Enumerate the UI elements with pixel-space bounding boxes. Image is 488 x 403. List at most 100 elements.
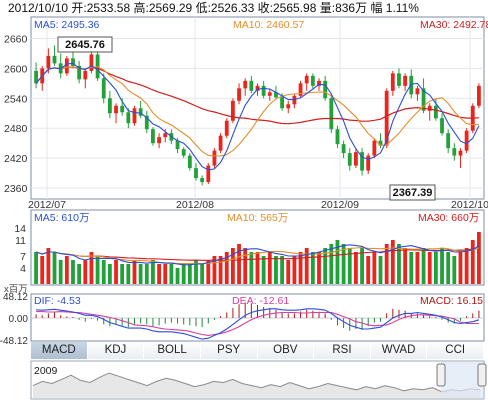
overview-range-selection[interactable] xyxy=(441,362,483,398)
volume-y-tick: 14 xyxy=(14,223,26,235)
overview-series xyxy=(32,372,481,398)
candle xyxy=(267,88,272,101)
tab-rsi[interactable]: RSI xyxy=(314,342,371,359)
volume-ma5-line xyxy=(35,244,480,266)
price-ma5-label: MA5: 2495.36 xyxy=(34,19,100,31)
price-x-tick: 2012/07 xyxy=(28,199,66,211)
candle-body xyxy=(477,85,481,106)
volume-bar xyxy=(58,260,63,284)
price-y-tick: 2360 xyxy=(4,183,28,195)
volume-bar xyxy=(446,252,451,284)
candle-body xyxy=(298,83,303,96)
candle-body xyxy=(403,75,408,86)
candle xyxy=(261,80,266,99)
volume-bar xyxy=(114,260,118,284)
overview-left-handle[interactable] xyxy=(436,363,446,387)
candle-body xyxy=(34,70,38,84)
price-y-tick: 2540 xyxy=(4,93,28,105)
volume-bar xyxy=(224,252,229,284)
tab-kdj[interactable]: KDJ xyxy=(87,342,145,359)
volume-bar xyxy=(230,248,235,284)
candle xyxy=(421,78,426,114)
candle-body xyxy=(329,98,334,130)
candle xyxy=(126,108,131,129)
candle xyxy=(390,70,395,96)
tab-psy[interactable]: PSY xyxy=(200,342,258,359)
candle-body xyxy=(120,105,125,113)
candle xyxy=(464,128,469,154)
candle xyxy=(298,80,303,99)
candle xyxy=(206,163,211,185)
tab-macd[interactable]: MACD xyxy=(31,342,88,359)
candle xyxy=(249,75,254,94)
volume-bar xyxy=(34,252,38,284)
low-marker: 2367.39 xyxy=(389,184,436,201)
macd-dea-label: DEA: -12.61 xyxy=(232,295,289,307)
macd-y-tick: 48.12 xyxy=(3,292,28,303)
candle xyxy=(218,133,223,154)
candle-body xyxy=(317,80,321,86)
macd-dif-label: DIF: -4.53 xyxy=(34,295,81,307)
volume-bar xyxy=(310,252,315,284)
macd-dea-line xyxy=(36,311,479,336)
volume-ma30-label: MA30: 660万 xyxy=(418,212,479,224)
volume-bar xyxy=(249,252,254,284)
tab-cci[interactable]: CCI xyxy=(427,342,484,359)
volume-bar xyxy=(329,244,334,284)
volume-bar xyxy=(421,248,426,284)
overview-right-handle[interactable] xyxy=(477,363,487,387)
volume-bar xyxy=(415,252,420,284)
volume-bar xyxy=(409,252,414,284)
volume-bar xyxy=(212,256,217,284)
volume-bar xyxy=(390,240,395,284)
candle-body xyxy=(267,92,272,96)
high-marker-value: 2645.76 xyxy=(65,39,105,51)
candle xyxy=(427,103,432,121)
quote-high: 2569.29 xyxy=(149,1,193,15)
candle-body xyxy=(347,153,352,166)
candle xyxy=(114,103,118,124)
candle xyxy=(477,83,481,109)
candle-body xyxy=(237,88,241,101)
macd-value-label: MACD: 16.15 xyxy=(420,295,483,307)
candle-body xyxy=(138,108,143,116)
volume-bar xyxy=(397,244,401,284)
candle xyxy=(458,148,463,169)
price-ma10-line xyxy=(35,66,479,157)
price-y-tick: 2420 xyxy=(4,153,28,165)
candle-body xyxy=(378,140,383,146)
tab-wvad[interactable]: WVAD xyxy=(370,342,428,359)
volume-bar xyxy=(347,248,352,284)
volume-bar xyxy=(46,248,51,284)
candle xyxy=(71,50,75,69)
candle xyxy=(200,175,205,186)
candle xyxy=(286,100,291,114)
candle-body xyxy=(126,112,131,124)
candle xyxy=(360,148,364,176)
quote-change: 1.11% xyxy=(386,1,419,15)
candle-body xyxy=(415,88,420,95)
candle-body xyxy=(397,73,401,86)
candle xyxy=(323,75,328,101)
candle-body xyxy=(151,129,155,144)
tab-boll[interactable]: BOLL xyxy=(144,342,201,359)
candle-body xyxy=(446,133,451,149)
tab-obv[interactable]: OBV xyxy=(257,342,315,359)
candle-body xyxy=(194,168,198,179)
candle-body xyxy=(421,88,426,111)
candle xyxy=(335,125,340,149)
candle xyxy=(237,83,241,105)
candle-body xyxy=(384,90,389,146)
volume-bar xyxy=(40,256,45,284)
volume-bar xyxy=(243,248,248,284)
macd-y-tick: -48.12 xyxy=(0,336,28,347)
price-x-axis: 2012/07 2012/08 2012/09 2012/10 xyxy=(28,199,488,211)
volume-bar xyxy=(433,252,438,284)
volume-bar xyxy=(194,260,198,284)
candle-body xyxy=(249,80,254,91)
quote-low-label: 低: xyxy=(196,1,211,15)
volume-bar xyxy=(452,256,457,284)
volume-bar xyxy=(384,244,389,284)
